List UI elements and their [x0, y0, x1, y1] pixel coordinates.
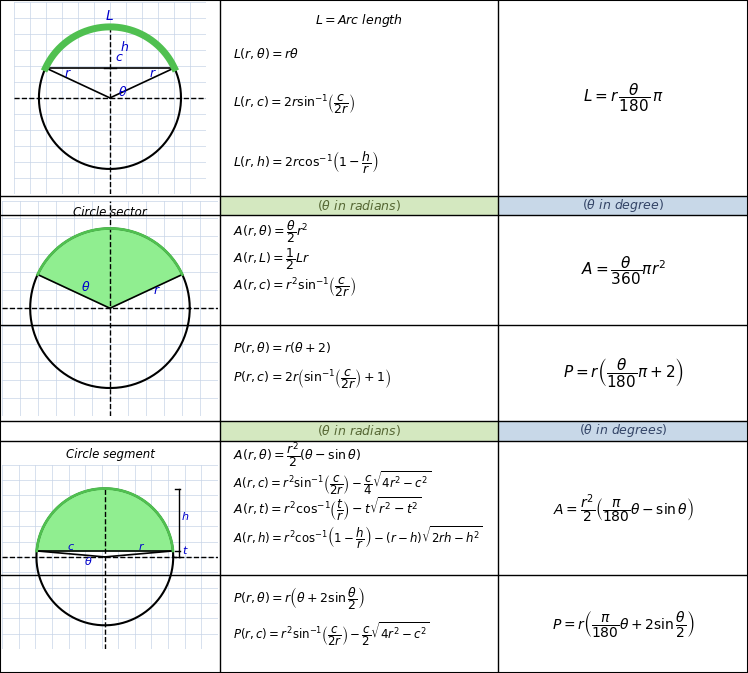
Text: $L(r,\theta) = r\theta$: $L(r,\theta) = r\theta$ — [233, 46, 299, 61]
Text: r: r — [139, 542, 144, 552]
Text: $L = r\,\dfrac{\theta}{180}\,\pi$: $L = r\,\dfrac{\theta}{180}\,\pi$ — [583, 81, 663, 114]
Text: $L = Arc\ length$: $L = Arc\ length$ — [315, 12, 403, 29]
Text: r: r — [150, 67, 155, 79]
Text: $P(r,c) = r^2\sin^{-1}\!\left(\dfrac{c}{2r}\right) - \dfrac{c}{2}\sqrt{4r^2 - c^: $P(r,c) = r^2\sin^{-1}\!\left(\dfrac{c}{… — [233, 620, 430, 648]
Text: $P(r,\theta) = r\left(\theta + 2\sin\dfrac{\theta}{2}\right)$: $P(r,\theta) = r\left(\theta + 2\sin\dfr… — [233, 585, 365, 612]
Text: $P(r,c) = 2r\left(\sin^{-1}\!\left(\dfrac{c}{2r}\right) + 1\right)$: $P(r,c) = 2r\left(\sin^{-1}\!\left(\dfra… — [233, 367, 391, 391]
Text: $(\theta\ in\ degree)$: $(\theta\ in\ degree)$ — [582, 197, 664, 214]
Text: Circle sector: Circle sector — [73, 206, 147, 219]
Text: $(\theta\ in\ radians)$: $(\theta\ in\ radians)$ — [317, 198, 401, 213]
Text: c: c — [67, 542, 73, 552]
Text: $A(r,c) = r^2\sin^{-1}\!\left(\dfrac{c}{2r}\right)$: $A(r,c) = r^2\sin^{-1}\!\left(\dfrac{c}{… — [233, 275, 357, 299]
Text: $A = \dfrac{\theta}{360}\pi r^2$: $A = \dfrac{\theta}{360}\pi r^2$ — [580, 254, 666, 287]
Text: θ: θ — [118, 85, 126, 99]
Text: r: r — [154, 284, 159, 297]
Text: $A(r,\theta) = \dfrac{\theta}{2}r^2$: $A(r,\theta) = \dfrac{\theta}{2}r^2$ — [233, 218, 309, 245]
Text: t: t — [182, 546, 186, 556]
Text: $L(r,c) = 2r\sin^{-1}\!\left(\dfrac{c}{2r}\right)$: $L(r,c) = 2r\sin^{-1}\!\left(\dfrac{c}{2… — [233, 92, 355, 116]
Text: $P(r,\theta) = r(\theta + 2)$: $P(r,\theta) = r(\theta + 2)$ — [233, 340, 332, 355]
Text: Circle segment: Circle segment — [66, 448, 154, 460]
Text: L: L — [106, 9, 114, 24]
Text: h: h — [182, 511, 189, 522]
Text: h: h — [120, 41, 129, 54]
Text: $P = r\left(\dfrac{\pi}{180}\theta + 2\sin\dfrac{\theta}{2}\right)$: $P = r\left(\dfrac{\pi}{180}\theta + 2\s… — [552, 609, 694, 639]
Text: $A(r,L) = \dfrac{1}{2}Lr$: $A(r,L) = \dfrac{1}{2}Lr$ — [233, 246, 310, 272]
Text: $A(r,h) = r^2\cos^{-1}\!\left(1-\dfrac{h}{r}\right) - (r-h)\sqrt{2rh-h^2}$: $A(r,h) = r^2\cos^{-1}\!\left(1-\dfrac{h… — [233, 524, 483, 551]
Text: θ: θ — [82, 281, 90, 293]
Text: c: c — [116, 51, 123, 65]
Text: $(\theta\ in\ degrees)$: $(\theta\ in\ degrees)$ — [579, 422, 667, 439]
Text: $(\theta\ in\ radians)$: $(\theta\ in\ radians)$ — [317, 423, 401, 438]
Polygon shape — [37, 228, 183, 308]
Text: $A(r,c) = r^2\sin^{-1}\!\left(\dfrac{c}{2r}\right) - \dfrac{c}{4}\sqrt{4r^2 - c^: $A(r,c) = r^2\sin^{-1}\!\left(\dfrac{c}{… — [233, 468, 432, 497]
Text: θ: θ — [85, 557, 91, 567]
Polygon shape — [37, 489, 173, 551]
Text: $A = \dfrac{r^2}{2}\left(\dfrac{\pi}{180}\theta - \sin\theta\right)$: $A = \dfrac{r^2}{2}\left(\dfrac{\pi}{180… — [553, 492, 693, 524]
Text: r: r — [65, 67, 70, 79]
Text: $P = r\left(\dfrac{\theta}{180}\pi + 2\right)$: $P = r\left(\dfrac{\theta}{180}\pi + 2\r… — [562, 356, 684, 390]
Text: $A(r,t) = r^2\cos^{-1}\!\left(\dfrac{t}{r}\right) - t\sqrt{r^2 - t^2}$: $A(r,t) = r^2\cos^{-1}\!\left(\dfrac{t}{… — [233, 496, 422, 523]
Text: $L(r,h) = 2r\cos^{-1}\!\left(1 - \dfrac{h}{r}\right)$: $L(r,h) = 2r\cos^{-1}\!\left(1 - \dfrac{… — [233, 149, 379, 174]
Text: $A(r,\theta) = \dfrac{r^2}{2}\left(\theta - \sin\theta\right)$: $A(r,\theta) = \dfrac{r^2}{2}\left(\thet… — [233, 441, 361, 470]
